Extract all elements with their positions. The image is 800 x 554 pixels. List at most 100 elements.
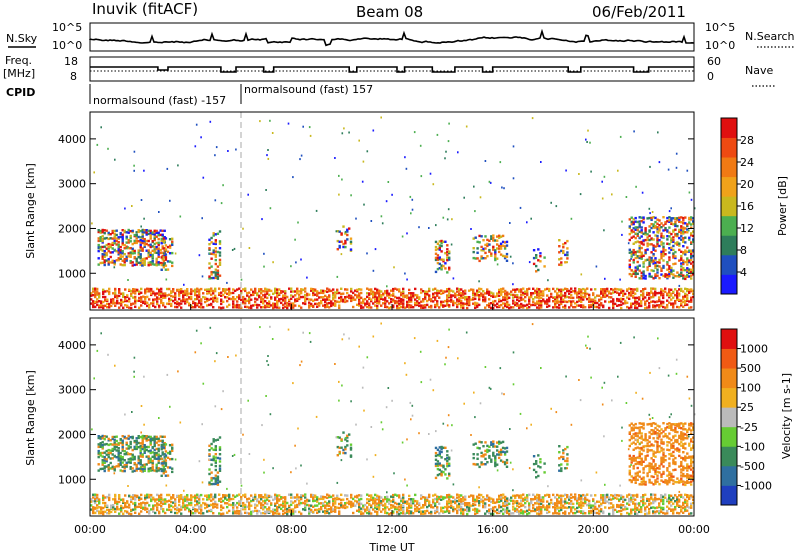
velocity-cell — [180, 496, 183, 499]
power-cell — [636, 250, 639, 253]
velocity-cell — [524, 510, 527, 513]
power-cell — [650, 287, 653, 290]
power-cell — [145, 231, 148, 234]
power-cell — [155, 257, 158, 260]
velocity-cell — [654, 512, 657, 515]
velocity-cell — [510, 499, 513, 502]
power-cell — [178, 304, 181, 307]
power-cell — [488, 293, 491, 296]
velocity-cell — [440, 508, 443, 511]
power-cell — [642, 232, 645, 235]
velocity-cell — [402, 493, 405, 497]
power-cell — [414, 303, 417, 307]
velocity-cell — [180, 512, 183, 515]
power-cell — [628, 248, 631, 251]
power-cell — [582, 295, 585, 299]
power-cell — [112, 302, 115, 305]
power-cell — [326, 298, 329, 301]
power-cell — [600, 304, 603, 307]
velocity-cell — [364, 508, 367, 511]
power-cell — [588, 293, 591, 297]
power-cell — [621, 233, 623, 236]
power-cell — [438, 262, 441, 266]
power-cell — [103, 255, 106, 258]
power-cell — [137, 240, 140, 243]
velocity-cell — [594, 511, 597, 515]
power-cell — [546, 294, 549, 297]
power-cell — [308, 126, 311, 129]
power-cell — [149, 261, 152, 264]
power-cell — [149, 236, 152, 239]
velocity-cell — [652, 506, 655, 509]
power-cell — [508, 296, 511, 299]
velocity-cell — [414, 507, 417, 510]
power-cell — [274, 306, 277, 309]
velocity-cell — [458, 508, 461, 512]
power-cell — [446, 288, 449, 291]
power-cell — [102, 292, 105, 296]
velocity-cell — [382, 504, 385, 507]
power-cell — [157, 261, 160, 264]
velocity-cell — [492, 512, 495, 516]
power-cell — [240, 278, 243, 281]
power-cell — [432, 294, 435, 298]
velocity-cell — [576, 506, 579, 510]
power-cell — [537, 259, 540, 262]
velocity-cell — [392, 511, 395, 515]
power-cell — [690, 226, 693, 229]
velocity-cell — [134, 494, 137, 497]
power-cell — [690, 216, 693, 219]
velocity-cell — [122, 506, 125, 510]
velocity-cell — [422, 506, 425, 509]
power-cell — [505, 240, 509, 244]
power-cell — [103, 259, 106, 262]
power-cell — [472, 247, 475, 250]
velocity-cell — [620, 497, 623, 500]
power-cell — [151, 257, 154, 260]
power-cell — [99, 248, 102, 251]
velocity-cell — [148, 512, 151, 515]
power-cell — [634, 298, 637, 301]
power-cell — [538, 292, 541, 295]
velocity-cell — [612, 505, 615, 509]
power-cell — [603, 229, 605, 232]
power-cell — [326, 296, 329, 299]
power-cell — [434, 291, 437, 295]
power-cell — [340, 299, 343, 303]
power-cell — [110, 300, 113, 304]
velocity-cell — [113, 467, 116, 470]
velocity-cell — [390, 500, 393, 503]
power-cell — [344, 298, 347, 301]
power-cell — [214, 289, 217, 293]
noise-right-tick-bottom: 10^0 — [705, 39, 735, 52]
power-cell — [176, 305, 179, 309]
velocity-cell — [650, 496, 653, 499]
velocity-cell — [506, 501, 509, 505]
power-cell — [232, 297, 235, 300]
power-cell — [157, 255, 160, 259]
power-cell — [128, 306, 131, 309]
velocity-cell — [236, 509, 239, 512]
velocity-cell — [244, 503, 247, 507]
power-cell — [212, 289, 215, 293]
power-cell — [260, 306, 263, 309]
power-cell — [294, 298, 297, 301]
power-cell — [620, 303, 623, 306]
power-cell — [340, 298, 343, 301]
power-cell — [566, 289, 569, 293]
power-cell — [474, 297, 477, 300]
power-cell — [90, 294, 93, 297]
velocity-cell — [121, 447, 124, 451]
power-cell — [227, 150, 229, 152]
power-cell — [674, 250, 677, 254]
power-cell — [638, 269, 641, 272]
power-cell — [390, 306, 393, 309]
noise-sky-label: N.Sky — [6, 32, 38, 45]
velocity-cell — [502, 512, 505, 515]
velocity-cell — [119, 441, 122, 445]
velocity-cell — [470, 504, 473, 507]
power-cell — [161, 245, 164, 248]
power-cell — [408, 288, 411, 292]
velocity-cell — [250, 504, 253, 507]
power-cell — [654, 216, 657, 220]
